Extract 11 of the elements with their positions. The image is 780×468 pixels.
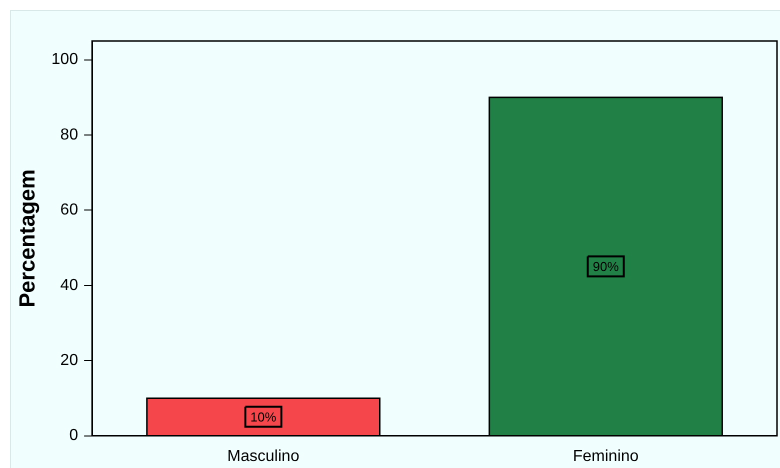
x-tick-label: Feminino <box>572 448 639 465</box>
y-tick-label: 20 <box>60 352 78 370</box>
data-label: 90% <box>592 258 620 274</box>
x-tick-label: Masculino <box>227 448 300 465</box>
y-tick-label: 40 <box>60 276 78 294</box>
y-tick-label: 80 <box>60 126 78 144</box>
y-tick-label: 0 <box>69 427 78 444</box>
data-label: 10% <box>250 409 277 424</box>
y-axis-title: Percentagem <box>14 169 40 308</box>
y-tick-label: 100 <box>51 51 78 68</box>
y-tick-label: 60 <box>60 202 78 219</box>
